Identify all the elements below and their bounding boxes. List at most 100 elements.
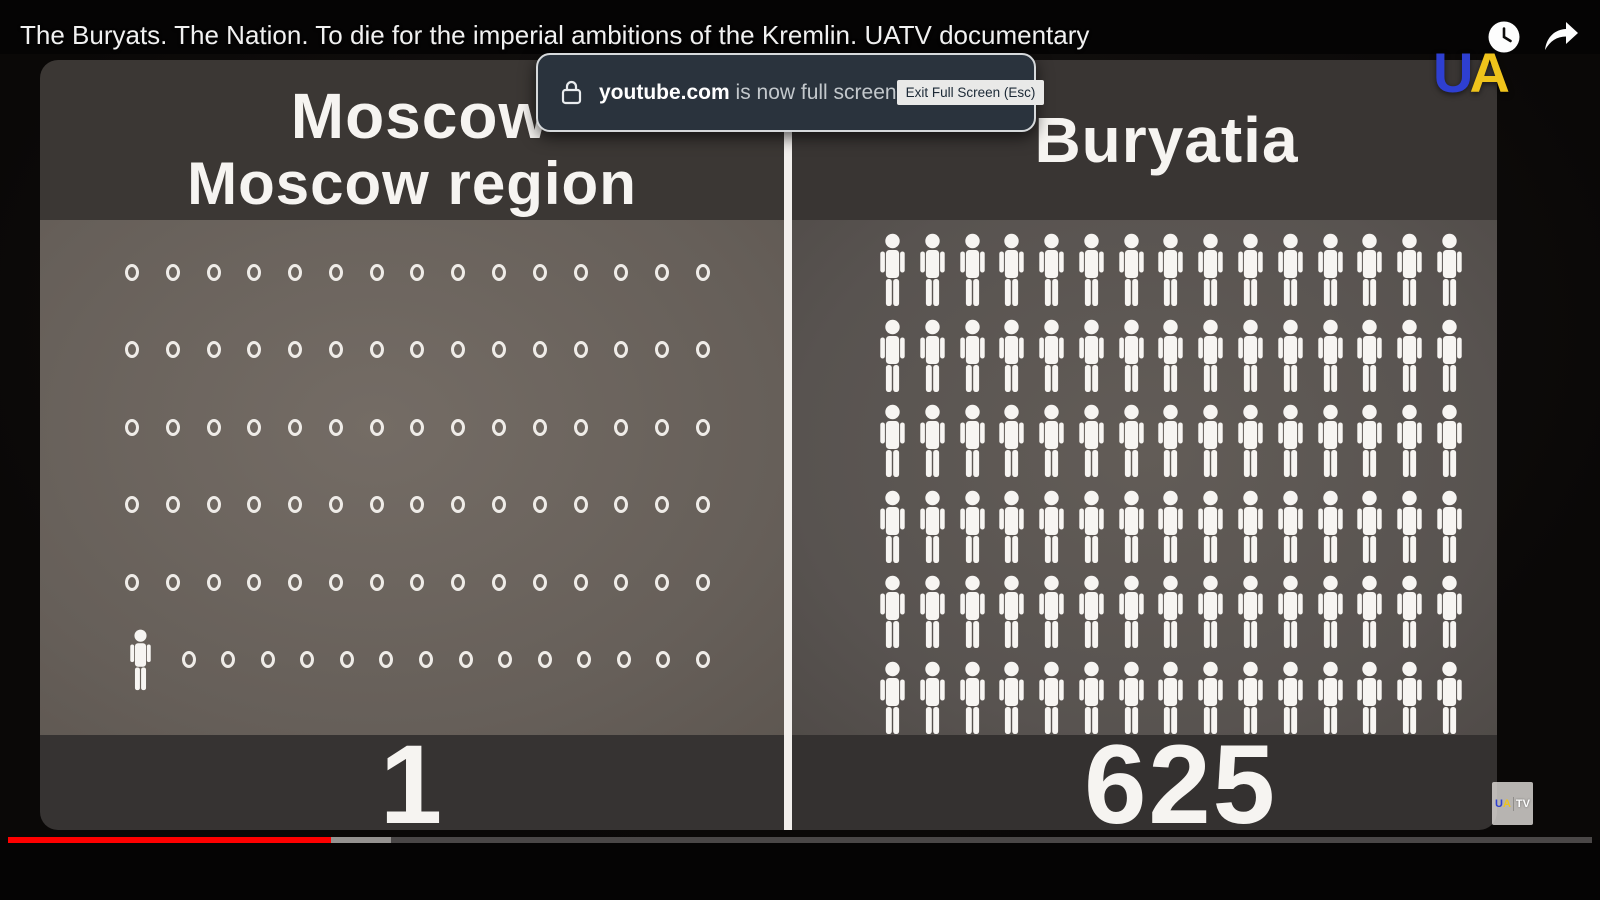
person-icon xyxy=(1357,576,1383,649)
person-icon xyxy=(999,319,1025,392)
circle-icon xyxy=(458,651,473,669)
circle-icon xyxy=(125,418,139,436)
person-icon xyxy=(1039,319,1064,392)
person-icon xyxy=(1437,490,1462,563)
circle-icon xyxy=(125,263,139,281)
person-icon xyxy=(1437,319,1462,392)
circle-icon xyxy=(532,263,547,281)
player-controls: 4:40 / 23:53 Scroll for details CC HD xyxy=(0,845,1600,900)
buryatia-title: Buryatia xyxy=(1034,104,1299,176)
person-icon xyxy=(1278,404,1303,478)
circle-icon xyxy=(288,496,303,514)
person-icon xyxy=(1079,661,1104,734)
circle-icon xyxy=(532,573,547,591)
person-icon xyxy=(1397,661,1422,734)
circle-icon xyxy=(165,573,180,591)
person-icon xyxy=(1158,576,1184,649)
pictogram-row xyxy=(878,575,1464,649)
moscow-count-band: 1 xyxy=(40,729,784,830)
pictogram-row xyxy=(125,495,710,515)
person-icon xyxy=(1357,490,1383,563)
circle-icon xyxy=(655,496,670,514)
circle-icon xyxy=(206,418,221,436)
moscow-title-line1: Moscow xyxy=(290,80,550,152)
person-icon xyxy=(1317,661,1343,734)
circle-icon xyxy=(328,341,343,359)
circle-icon xyxy=(573,418,588,436)
circle-icon xyxy=(492,496,507,514)
progress-bar[interactable] xyxy=(8,837,1592,843)
person-icon xyxy=(959,233,985,306)
video-content[interactable]: Moscow Moscow region 1 Buryatia xyxy=(0,54,1600,840)
circle-icon xyxy=(532,341,547,359)
person-icon xyxy=(1317,319,1343,392)
person-icon xyxy=(1437,404,1462,478)
circle-icon xyxy=(260,651,275,669)
logo-letter-u: U xyxy=(1433,41,1474,104)
person-icon xyxy=(1317,576,1343,649)
circle-icon xyxy=(328,263,343,281)
circle-icon xyxy=(695,496,710,514)
exit-fullscreen-button[interactable]: Exit Full Screen (Esc) xyxy=(896,80,1045,105)
circle-icon xyxy=(410,496,425,514)
person-icon xyxy=(1198,233,1223,306)
person-icon xyxy=(1039,576,1064,649)
circle-icon xyxy=(300,651,315,669)
buryatia-pictogram-grid xyxy=(878,233,1464,735)
circle-icon xyxy=(221,651,236,669)
pictogram-row xyxy=(878,661,1464,735)
person-icon xyxy=(1278,576,1303,649)
circle-icon xyxy=(537,651,552,669)
person-icon xyxy=(1198,576,1223,649)
circle-icon xyxy=(369,263,384,281)
circle-icon xyxy=(655,418,670,436)
circle-icon xyxy=(165,263,180,281)
circle-icon xyxy=(339,651,354,669)
person-icon xyxy=(1039,490,1064,563)
person-icon xyxy=(920,404,945,478)
circle-icon xyxy=(656,651,671,669)
person-icon xyxy=(1118,490,1144,563)
fullscreen-toast: youtube.com is now full screen Exit Full… xyxy=(536,53,1045,132)
uatv-channel-logo: UA xyxy=(1433,40,1510,105)
circle-icon xyxy=(573,341,588,359)
circle-icon xyxy=(410,573,425,591)
watermark-tv: TV xyxy=(1515,797,1530,810)
person-icon xyxy=(1357,404,1383,478)
pictogram-row xyxy=(878,404,1464,478)
pictogram-row xyxy=(125,572,710,592)
person-icon xyxy=(1357,661,1383,734)
circle-icon xyxy=(492,418,507,436)
pictogram-row xyxy=(125,262,710,282)
circle-icon xyxy=(206,496,221,514)
person-icon xyxy=(999,576,1025,649)
comparison-infographic: Moscow Moscow region 1 Buryatia xyxy=(40,60,1497,830)
person-icon xyxy=(1079,404,1104,478)
person-icon xyxy=(1238,404,1263,478)
circle-icon xyxy=(379,651,394,669)
person-icon xyxy=(1039,404,1064,478)
person-icon xyxy=(920,233,945,306)
pictogram-row xyxy=(878,490,1464,564)
share-icon[interactable] xyxy=(1541,20,1581,52)
pictogram-row xyxy=(878,319,1464,393)
person-icon xyxy=(1437,576,1462,649)
person-icon xyxy=(1039,233,1064,306)
moscow-grid-band xyxy=(40,220,784,735)
circle-icon xyxy=(451,573,466,591)
moscow-panel: Moscow Moscow region 1 xyxy=(40,60,784,830)
person-icon xyxy=(1437,233,1462,306)
buryatia-header: Buryatia xyxy=(792,60,1497,220)
circle-icon xyxy=(125,496,139,514)
circle-icon xyxy=(451,418,466,436)
circle-icon xyxy=(206,573,221,591)
person-icon xyxy=(880,404,905,478)
watch-later-icon[interactable] xyxy=(1487,20,1521,54)
progress-played xyxy=(8,837,332,843)
person-icon xyxy=(1198,661,1223,734)
person-icon xyxy=(1079,233,1104,306)
person-icon xyxy=(1397,576,1422,649)
circle-icon xyxy=(451,263,466,281)
person-icon xyxy=(1158,233,1184,306)
